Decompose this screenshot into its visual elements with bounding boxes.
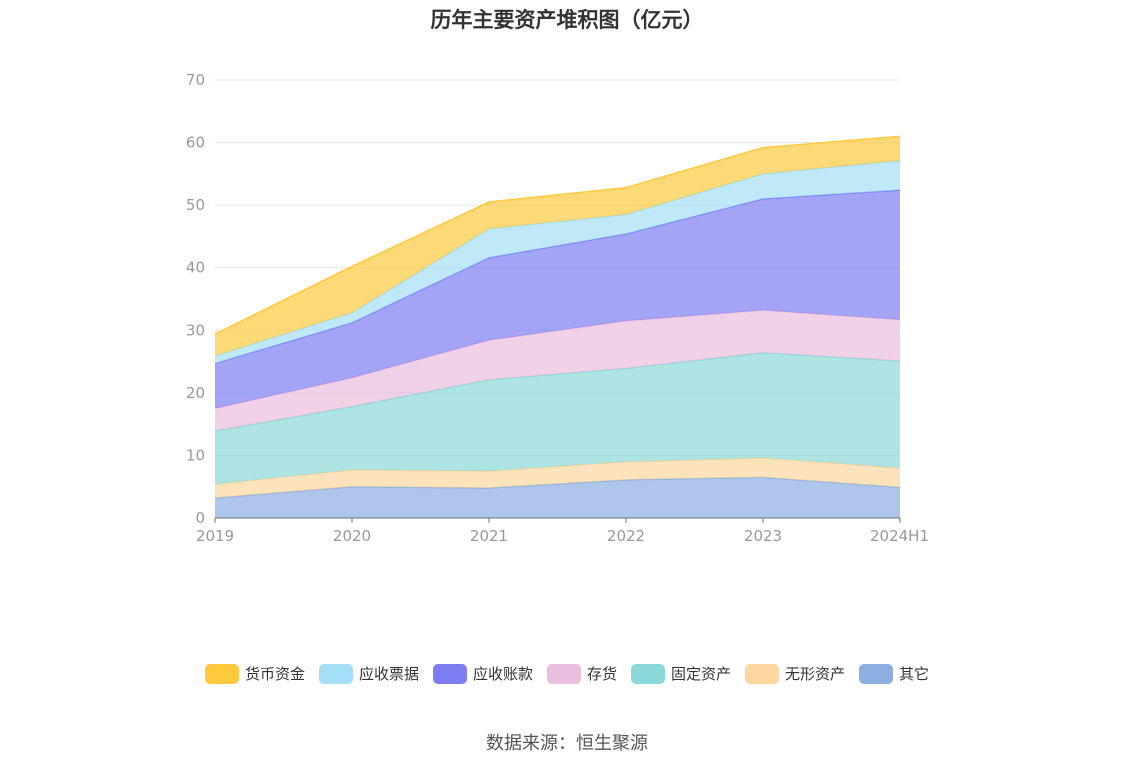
legend-swatch: [859, 663, 894, 684]
area-series-line: [214, 309, 901, 410]
area-series: [215, 160, 900, 364]
y-tick-label: 50: [186, 196, 205, 214]
x-tick-label: 2019: [196, 527, 234, 545]
y-tick-label: 40: [186, 259, 205, 277]
area-series-line: [214, 135, 901, 335]
legend-label: 存货: [586, 665, 617, 683]
x-tick-label: 2024H1: [870, 527, 929, 545]
y-tick-label: 60: [186, 134, 205, 152]
legend-label: 其它: [899, 665, 930, 683]
legend-label: 固定资产: [671, 665, 732, 683]
chart-title: 历年主要资产堆积图（亿元）: [430, 8, 704, 32]
area-series: [215, 136, 900, 356]
legend-swatch: [546, 663, 581, 684]
legend-item[interactable]: 存货: [546, 663, 617, 684]
legend-item[interactable]: 无形资产: [745, 663, 845, 684]
stacked-area-chart: 0 10 20 30 40 50 60 70 2019 2020 2021 2022 2023 2024H…: [186, 71, 929, 545]
y-tick-label: 0: [195, 509, 205, 527]
legend-item[interactable]: 应收账款: [432, 663, 533, 684]
legend-item[interactable]: 货币资金: [204, 663, 305, 684]
legend-label: 货币资金: [244, 665, 305, 683]
x-tick-label: 2021: [470, 527, 508, 545]
x-tick-label: 2023: [744, 527, 782, 545]
x-tick-label: 2022: [607, 527, 645, 545]
legend-item[interactable]: 其它: [859, 663, 929, 684]
legend-swatch: [631, 663, 665, 684]
legend-label: 应收票据: [358, 665, 419, 683]
area-series: [215, 310, 900, 432]
data-source: 数据来源：恒生聚源: [486, 733, 648, 754]
y-tick-label: 10: [186, 446, 205, 464]
y-tick-label: 70: [186, 71, 205, 89]
y-tick-label: 20: [186, 384, 205, 402]
legend-swatch: [204, 663, 239, 684]
x-tick-label: 2020: [333, 527, 371, 545]
area-series: [215, 190, 900, 409]
legend: 货币资金 应收票据 应收账款 存货 固定资产 无形资产 其它: [0, 663, 1134, 684]
legend-item[interactable]: 固定资产: [631, 663, 731, 684]
legend-label: 应收账款: [472, 665, 533, 683]
legend-label: 无形资产: [785, 665, 846, 683]
legend-swatch: [318, 663, 353, 684]
legend-swatch: [432, 663, 467, 684]
area-series: [215, 352, 900, 485]
y-tick-label: 30: [186, 321, 205, 339]
area-series: [215, 457, 900, 498]
legend-swatch: [745, 663, 780, 684]
legend-item[interactable]: 应收票据: [318, 663, 419, 684]
